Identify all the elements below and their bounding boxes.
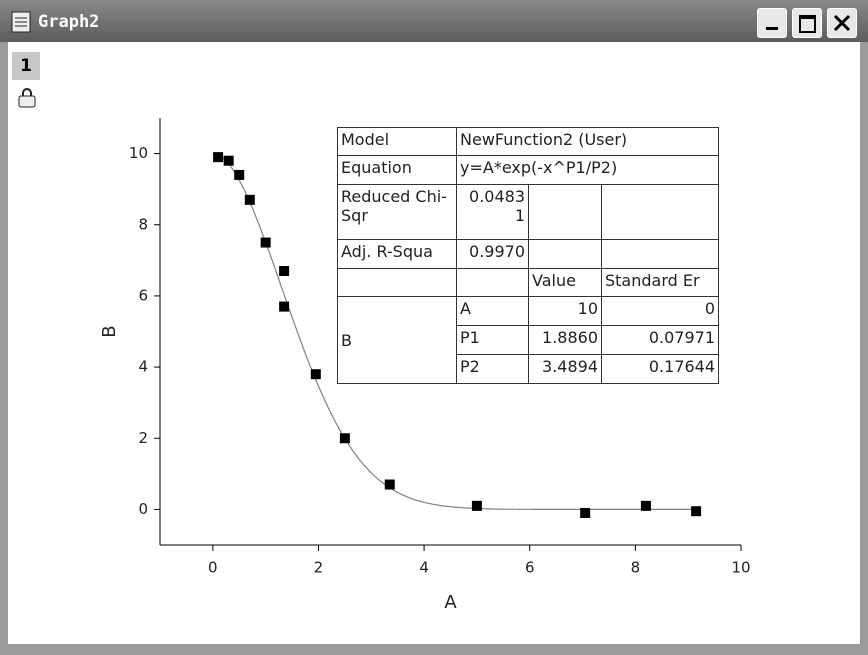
data-point	[580, 507, 591, 518]
fit-curve	[217, 154, 697, 510]
y-tick-label: 2	[138, 429, 148, 447]
minimize-button[interactable]	[757, 8, 787, 38]
data-point	[339, 433, 350, 444]
x-axis-title: A	[444, 592, 457, 613]
x-tick-label: 4	[419, 559, 429, 577]
table-cell: y=A*exp(-x^P1/P2)	[456, 155, 719, 185]
y-axis-title: B	[99, 325, 120, 337]
x-tick-label: 2	[314, 559, 324, 577]
table-cell: 1.8860	[528, 325, 602, 355]
table-cell: B	[337, 296, 457, 384]
x-tick-label: 6	[525, 559, 535, 577]
close-button[interactable]	[827, 8, 857, 38]
window-icon	[11, 11, 31, 33]
data-point	[213, 152, 224, 163]
data-point	[260, 237, 271, 248]
y-tick-label: 6	[138, 286, 148, 304]
table-cell: Value	[528, 268, 602, 297]
table-cell: A	[456, 296, 529, 326]
x-tick-label: 8	[631, 559, 641, 577]
y-tick-label: 10	[129, 144, 148, 162]
table-cell: 0.07971	[601, 325, 719, 355]
y-tick-label: 8	[138, 215, 148, 233]
table-cell	[601, 184, 719, 240]
x-tick-label: 0	[208, 559, 218, 577]
lock-icon[interactable]	[17, 88, 37, 108]
table-cell: 0.17644	[601, 354, 719, 384]
fit-table: Model NewFunction2 (User) Equation y=A*exp(…	[337, 127, 719, 384]
table-cell: 0.04831	[456, 184, 529, 240]
data-point	[310, 369, 321, 380]
table-cell: NewFunction2 (User)	[456, 127, 719, 156]
table-cell	[456, 268, 529, 297]
data-point	[471, 500, 482, 511]
table-cell: Model	[337, 127, 457, 156]
data-point	[234, 169, 245, 180]
y-tick-label: 4	[138, 358, 148, 376]
table-cell: Standard Er	[601, 268, 719, 297]
y-tick-label: 0	[138, 500, 148, 518]
table-cell: 10	[528, 296, 602, 326]
data-point	[691, 506, 702, 517]
layer-tab[interactable]: 1	[12, 52, 40, 80]
table-cell: P2	[456, 354, 529, 384]
data-point	[279, 301, 290, 312]
table-cell: Adj. R-Squa	[337, 239, 457, 269]
table-cell: 0.9970	[456, 239, 529, 269]
data-point	[384, 479, 395, 490]
table-cell: Equation	[337, 155, 457, 185]
data-point	[223, 155, 234, 166]
data-point	[640, 500, 651, 511]
table-cell	[528, 239, 602, 269]
table-cell	[528, 184, 602, 240]
data-point	[244, 194, 255, 205]
window-title: Graph2	[38, 12, 100, 32]
title-bar: Graph2	[0, 0, 868, 42]
table-cell: P1	[456, 325, 529, 355]
table-cell: Reduced Chi-Sqr	[337, 184, 457, 240]
table-cell: 3.4894	[528, 354, 602, 384]
table-cell: 0	[601, 296, 719, 326]
maximize-button[interactable]	[792, 8, 822, 38]
table-cell	[601, 239, 719, 269]
x-tick-label: 10	[731, 559, 750, 577]
table-cell	[337, 268, 457, 297]
data-point	[279, 266, 290, 277]
